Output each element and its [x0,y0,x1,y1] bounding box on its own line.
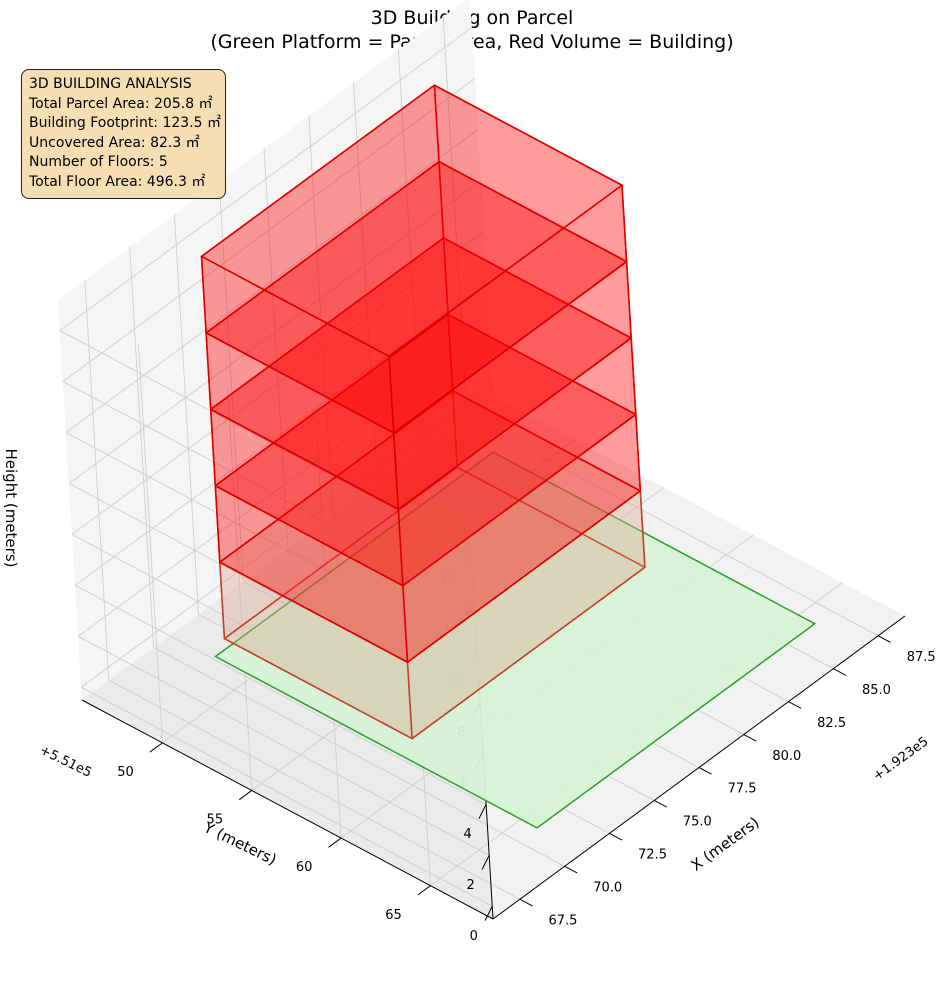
x-tick-label: 67.5 [548,913,577,928]
grid-z-wall-x [81,686,493,907]
z-tick-mark [481,855,490,870]
grid-x-wall [218,181,244,582]
y-axis-offset-label: +5.51e5 [37,743,94,781]
grid-z-wall-y [65,129,479,433]
x-tick-label: 70.0 [593,881,622,896]
y-tick-label: 50 [117,765,134,780]
story-4 [205,160,632,511]
x-tick-label: 75.0 [683,815,712,830]
x-axis-offset-label: +1.923e5 [870,734,931,784]
building-geometry [200,84,817,829]
story-top-face [200,84,623,358]
chart-title-line1: 3D Building on Parcel [370,7,574,29]
z-tick-label: 2 [467,878,475,893]
grid-x-wall [353,82,379,483]
z-tick-mark [478,804,487,819]
grid-z-wall-x [59,330,472,550]
z-tick-label: 0 [470,929,478,944]
grid-x-wall [84,280,110,681]
x-tick-label: 72.5 [638,848,667,863]
x-tick-mark [743,734,757,742]
y-tick-label: 55 [207,813,224,828]
x-tick-mark [788,701,802,709]
story-5 [200,84,628,434]
grid-x-wall [308,115,334,516]
z-axis-label: Height (meters) [2,449,20,568]
grid-z-wall-y [71,231,485,535]
grid-z-wall-y [68,180,482,484]
x-tick-mark [609,832,623,841]
x-tick-mark [519,898,533,907]
x-tick-mark [833,668,847,676]
x-tick-label: 87.5 [907,650,936,665]
info-line-footprint: Building Footprint: 123.5 ㎡ [29,115,222,132]
x-tick-mark [877,635,891,643]
analysis-info-box: 3D BUILDING ANALYSIS Total Parcel Area: … [21,69,226,199]
y-tick-mark [417,885,431,896]
y-tick-mark [149,742,163,753]
grid-z-wall-y [74,281,488,586]
x-tick-mark [564,865,578,874]
grid-x-wall [397,49,423,450]
story-2 [214,313,642,663]
grid-x-floor [108,679,521,900]
y-tick-label: 65 [385,908,402,923]
x-tick-mark [653,799,667,808]
z-tick-mark [484,906,493,921]
info-line-floors: Number of Floors: 5 [29,154,168,171]
x-tick-label: 82.5 [817,716,846,731]
grid-z-wall-x [74,584,487,805]
grid-x-wall [173,214,199,615]
grid-x-floor [466,416,879,637]
info-line-uncovered: Uncovered Area: 82.3 ㎡ [29,134,200,151]
y-tick-mark [238,790,253,801]
grid-x-wall [442,16,468,417]
x-tick-label: 77.5 [728,782,757,797]
y-axis-label: Y (meters) [200,818,279,869]
x-tick-label: 80.0 [772,749,801,764]
grid-z-wall-x [77,635,490,856]
grid-z-wall-y [62,78,476,382]
info-line-parcel-area: Total Parcel Area: 205.8 ㎡ [29,95,213,112]
y-axis-line [81,699,494,920]
info-box-heading: 3D BUILDING ANALYSIS [29,76,192,92]
y-tick-label: 60 [296,860,313,875]
x-tick-label: 85.0 [862,683,891,698]
x-tick-mark [698,767,712,775]
info-line-total-floor-area: Total Floor Area: 496.3 ㎡ [29,173,206,190]
grid-x-floor [153,646,565,867]
grid-x-wall [263,148,289,549]
z-tick-label: 4 [463,827,471,842]
y-tick-mark [328,837,342,848]
parcel-platform [214,451,817,829]
grid-y-wall [137,342,163,743]
grid-z-wall-y [77,332,491,637]
grid-x-wall [129,247,155,648]
grid-z-wall-y [59,27,473,331]
grid-z-wall-y [80,383,494,688]
grid-y-wall [227,390,253,791]
